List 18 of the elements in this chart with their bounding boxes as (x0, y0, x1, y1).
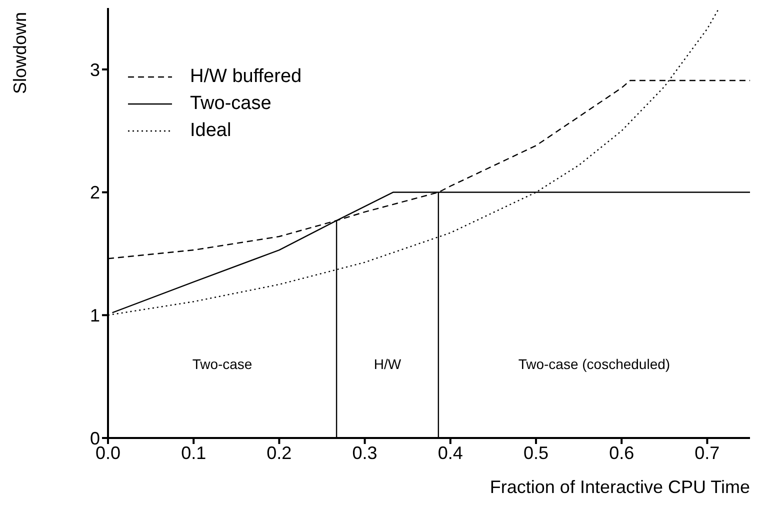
x-tick-label: 0.5 (523, 442, 549, 463)
legend-label: H/W buffered (190, 66, 302, 88)
y-axis-title: Slowdown (10, 12, 30, 94)
x-tick-label: 0.3 (352, 442, 378, 463)
y-tick-label: 1 (90, 306, 100, 326)
x-tick-label: 0.1 (181, 442, 206, 463)
legend-label: Two-case (190, 92, 272, 114)
annotation: Two-case (coscheduled) (518, 356, 670, 372)
x-tick-label: 0.7 (694, 442, 720, 463)
x-axis-title: Fraction of Interactive CPU Time (490, 477, 750, 497)
legend-label: Ideal (190, 120, 232, 142)
x-tick-label: 0.4 (438, 442, 463, 463)
annotation: H/W (374, 356, 402, 372)
x-tick-label: 0.2 (266, 442, 292, 463)
y-tick-label: 3 (90, 60, 100, 80)
annotation: Two-case (192, 356, 252, 372)
y-tick-label: 2 (90, 182, 100, 203)
x-tick-label: 0.6 (609, 442, 634, 463)
